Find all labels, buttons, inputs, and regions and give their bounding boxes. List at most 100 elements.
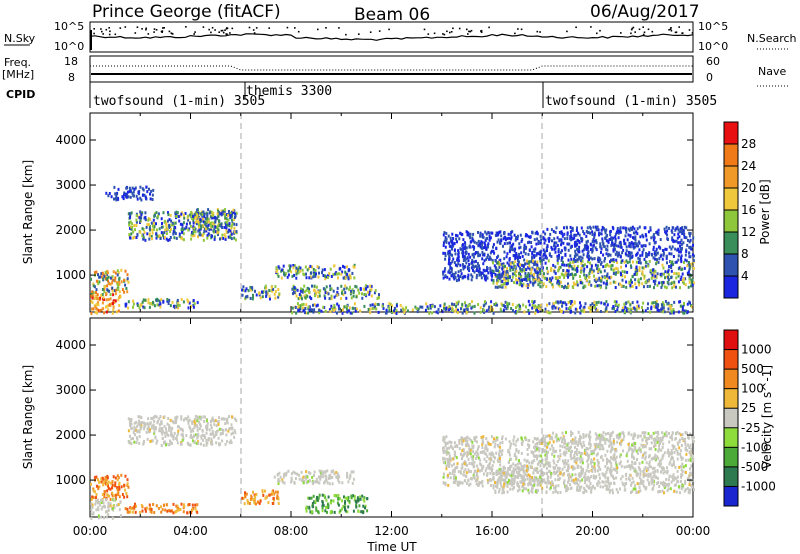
- power-cell: [527, 241, 529, 245]
- power-cell: [312, 303, 314, 307]
- power-cell: [388, 309, 391, 313]
- power-cell: [520, 269, 523, 273]
- power-cell: [135, 218, 138, 222]
- power-cell: [562, 301, 565, 305]
- power-cell: [609, 230, 612, 234]
- power-cell: [453, 248, 456, 252]
- velocity-cell: [491, 464, 494, 468]
- power-cell: [211, 222, 214, 226]
- power-cell: [528, 248, 531, 252]
- power-cell: [645, 255, 648, 258]
- velocity-cell: [442, 481, 445, 485]
- power-cell: [224, 237, 227, 241]
- velocity-cell: [271, 490, 274, 494]
- power-cell: [644, 264, 647, 268]
- power-cell: [681, 228, 684, 232]
- power-cell: [324, 274, 326, 278]
- power-cell: [569, 300, 572, 303]
- velocity-cell: [300, 470, 303, 474]
- power-cell: [301, 268, 304, 272]
- power-cell: [446, 275, 449, 279]
- power-cell: [494, 285, 497, 289]
- power-cell: [344, 270, 347, 274]
- power-cell: [654, 253, 657, 257]
- power-cell: [104, 270, 107, 274]
- power-cell: [273, 292, 276, 296]
- power-cell: [551, 276, 554, 280]
- power-cell: [345, 296, 348, 300]
- power-cell: [124, 302, 127, 306]
- power-cell: [680, 242, 683, 246]
- power-cell: [487, 307, 490, 311]
- power-cbar-tick-3: 16: [741, 203, 756, 217]
- power-cell: [531, 304, 534, 307]
- velocity-cell: [182, 510, 185, 514]
- velocity-cell: [198, 420, 201, 424]
- power-cell: [192, 225, 195, 229]
- power-cell: [308, 287, 311, 291]
- velocity-cell: [168, 424, 171, 428]
- power-cell: [265, 290, 268, 294]
- power-cell: [458, 237, 461, 241]
- power-cell: [405, 306, 408, 310]
- velocity-cell: [455, 444, 458, 447]
- power-cell: [508, 257, 511, 261]
- power-cell: [450, 274, 453, 278]
- power-cell: [522, 264, 525, 268]
- power-cell: [570, 257, 573, 261]
- velocity-cell: [230, 423, 233, 427]
- power-cell: [589, 231, 592, 235]
- power-cell: [95, 294, 98, 298]
- power-cell: [174, 232, 177, 235]
- velocity-cell: [180, 415, 183, 419]
- power-cell: [581, 281, 584, 285]
- velocity-cell: [191, 439, 194, 443]
- power-cell: [614, 252, 617, 256]
- velocity-cell: [146, 427, 149, 431]
- power-cell: [639, 261, 642, 265]
- power-cell: [334, 272, 337, 276]
- power-cell: [625, 230, 628, 234]
- power-cell: [101, 271, 104, 275]
- power-cell: [589, 308, 592, 312]
- power-cell: [612, 227, 615, 231]
- power-cell: [395, 312, 398, 315]
- velocity-cell: [320, 469, 323, 473]
- power-cell: [385, 311, 388, 315]
- velocity-cell: [149, 439, 152, 443]
- power-cell: [229, 216, 232, 220]
- power-cell: [117, 187, 120, 191]
- power-cell: [654, 269, 657, 273]
- velocity-cell: [136, 424, 139, 428]
- power-cell: [144, 238, 147, 242]
- power-cell: [579, 255, 582, 259]
- power-cell: [121, 195, 124, 199]
- power-cell: [590, 248, 592, 251]
- power-cell: [336, 286, 339, 290]
- power-cell: [291, 306, 294, 310]
- power-cell: [679, 286, 681, 290]
- power-cell: [511, 275, 514, 279]
- velocity-cell: [331, 482, 334, 486]
- power-cell: [655, 262, 658, 266]
- velocity-cell: [104, 505, 106, 509]
- power-cell: [369, 284, 372, 288]
- power-cell: [570, 300, 573, 303]
- velocity-cell: [302, 481, 305, 485]
- velocity-cell: [461, 463, 464, 467]
- power-cell: [136, 197, 139, 201]
- velocity-cell: [228, 427, 231, 431]
- power-cell: [454, 275, 457, 279]
- power-cell: [95, 307, 98, 310]
- velocity-cell: [200, 415, 203, 419]
- velocity-cell: [675, 490, 678, 494]
- velocity-cell: [148, 430, 151, 433]
- power-cell: [517, 274, 520, 278]
- power-cell: [142, 298, 145, 302]
- power-cell: [611, 240, 613, 244]
- velocity-cell: [497, 460, 500, 463]
- power-cell: [586, 265, 589, 269]
- power-cell: [642, 235, 645, 239]
- velocity-cell: [278, 471, 281, 475]
- power-cell: [678, 235, 681, 239]
